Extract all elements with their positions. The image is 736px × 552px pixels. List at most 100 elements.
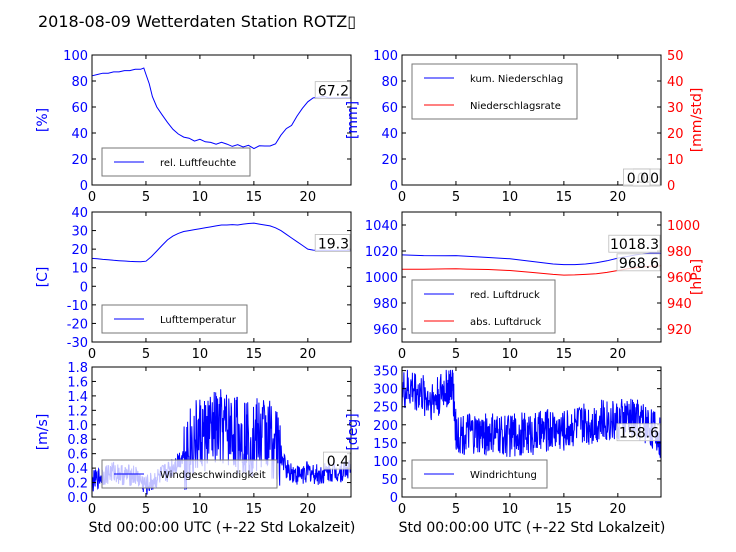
plot-frame-temperature [91,211,352,343]
panel-precipitation: 0 5 10 15 20 0 20 40 60 80 100 0 10 20 30 40 50 [mm/std] [… [345,49,705,205]
legend-box [411,279,556,334]
legend-entry: abs. Luftdruck [470,317,541,328]
y-tick-label: -10 [67,299,88,314]
x-tick-label: 15 [556,347,573,362]
last-value-label: 158.6 [619,426,659,442]
last-value-box [314,234,351,252]
x-tick-label: 5 [142,347,150,362]
y-tick-label: 50 [381,473,398,488]
x-tick-label: 5 [142,502,150,517]
x-tick-label: 20 [300,190,317,205]
last-value-box [314,81,351,100]
y-tick-label: 0.6 [67,448,88,463]
y-tick-label: 0 [390,491,398,506]
last-value-box [608,234,661,253]
y2-tick-label: 10 [667,153,684,168]
x-tick-label: 0 [398,190,406,205]
plot-frame-wind_direction [401,366,662,498]
last-value-box [322,451,351,470]
legend-entry: Windgeschwindigkeit [160,470,266,481]
y-tick-label: -30 [67,336,88,351]
y-tick-label: 300 [373,383,398,398]
last-value-box [616,423,661,442]
y2-tick-label: 0 [667,179,675,194]
y-tick-label: 60 [381,101,398,116]
y-tick-label: -20 [67,317,88,332]
y-tick-label: 100 [373,49,398,64]
y2-axis-label: [hPa] [689,259,705,295]
x-tick-label: 20 [610,347,627,362]
x-tick-label: 10 [192,347,209,362]
x-tick-label: 15 [246,502,263,517]
x-tick-label: 15 [556,502,573,517]
y2-tick-label: 20 [667,127,684,142]
y-tick-label: 40 [381,127,398,142]
series-line-wind_direction-0 [401,369,662,458]
y-tick-label: 0.2 [67,477,88,492]
y2-tick-label: 980 [667,245,692,260]
y2-tick-label: 940 [667,297,692,312]
y-tick-label: 80 [381,75,398,90]
y-tick-label: 0.4 [67,462,88,477]
y-tick-label: 20 [71,153,88,168]
legend-entry: Niederschlagsrate [470,101,561,112]
panel-temperature: 0 5 10 15 20 -30 -20 -10 0 10 20 30 40 [C] Lufttempera… [35,206,352,362]
x-tick-label: 0 [398,502,406,517]
y-tick-label: 1.4 [67,390,88,405]
y-tick-label: 1040 [365,219,398,234]
x-tick-label: 15 [246,347,263,362]
y2-axis-label: [mm/std] [689,88,705,153]
x-tick-label: 0 [88,190,96,205]
panel-humidity: 0 5 10 15 20 0 20 40 60 80 100 [%] rel. Luftfeuchte 6… [35,49,352,205]
figure-title: 2018-08-09 Wetterdaten Station ROTZ▯ [38,12,356,31]
last-value-box [616,253,661,272]
y-tick-label: 0 [80,179,88,194]
legend-entry: Lufttemperatur [160,315,237,326]
y-tick-label: 980 [373,297,398,312]
y-tick-label: 1.6 [67,375,88,390]
x-axis-label-right: Std 00:00:00 UTC (+-22 Std Lokalzeit) [399,520,666,536]
y-tick-label: 1.0 [67,419,88,434]
y-tick-label: 0 [390,179,398,194]
y-tick-label: 200 [373,419,398,434]
y-axis-label: [C] [35,267,51,288]
y2-tick-label: 1000 [667,219,700,234]
last-value-label: 0.4 [327,454,349,470]
x-tick-label: 15 [246,190,263,205]
y-tick-label: 30 [71,225,88,240]
last-value-label: 968.6 [619,256,659,272]
x-tick-label: 20 [610,502,627,517]
x-tick-label: 5 [452,190,460,205]
last-value-label: 19.3 [318,236,349,252]
y-tick-label: 40 [71,206,88,221]
x-tick-label: 10 [502,190,519,205]
x-tick-label: 0 [88,347,96,362]
y2-tick-label: 920 [667,323,692,338]
y-tick-label: 150 [373,437,398,452]
x-tick-label: 5 [142,190,150,205]
legend-entry: rel. Luftfeuchte [160,158,236,169]
x-tick-label: 20 [300,502,317,517]
legend-box [101,459,278,489]
panel-pressure: 0 5 10 15 20 960 980 1000 1020 1040 920 940 960 980 10… [365,211,705,362]
y-tick-label: 250 [373,401,398,416]
y-tick-label: 20 [71,243,88,258]
last-value-label: 67.2 [318,84,349,100]
legend-box [411,459,548,489]
x-tick-label: 5 [452,347,460,362]
y-tick-label: 960 [373,323,398,338]
last-value-box [623,168,651,187]
last-value-label: 1018.3 [610,237,659,253]
plot-frame-wind_speed [91,366,352,498]
y2-tick-label: 50 [667,49,684,64]
y2-tick-label: 960 [667,271,692,286]
plot-frame-humidity [91,54,352,186]
x-tick-label: 0 [398,347,406,362]
x-tick-label: 10 [192,190,209,205]
x-tick-label: 10 [502,502,519,517]
x-axis-label-left: Std 00:00:00 UTC (+-22 Std Lokalzeit) [89,520,356,536]
y-tick-label: 60 [71,101,88,116]
x-tick-label: 10 [192,502,209,517]
y-tick-label: 350 [373,365,398,380]
y-axis-label: [mm] [345,101,361,139]
